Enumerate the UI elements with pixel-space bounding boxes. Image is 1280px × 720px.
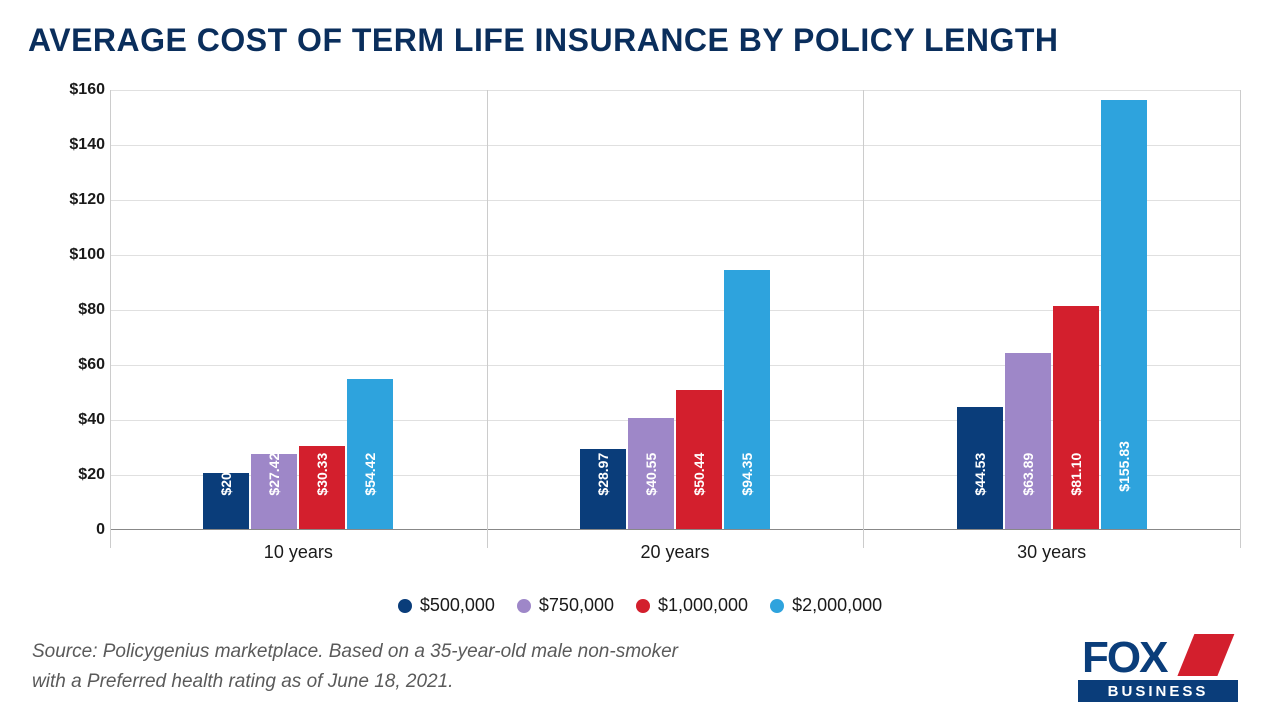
bar: $28.97: [580, 449, 626, 529]
chart-area: 0 $20 $40 $60 $80 $100 $120 $140 $160 10 years $20…: [50, 80, 1250, 570]
fox-business-logo: FOX BUSINESS: [1078, 630, 1248, 702]
bar-value-label: $155.83: [1116, 441, 1132, 492]
x-category-label: 30 years: [1017, 542, 1086, 563]
source-text: Source: Policygenius marketplace. Based …: [32, 637, 682, 696]
y-tick-label: $160: [50, 81, 105, 99]
bar-value-label: $40.55: [643, 453, 659, 496]
y-tick-label: $60: [50, 356, 105, 374]
bar: $81.10: [1053, 306, 1099, 529]
legend-item: $1,000,000: [636, 595, 748, 616]
bar: $20.19: [203, 473, 249, 529]
legend-swatch: [398, 599, 412, 613]
bar: $27.42: [251, 454, 297, 529]
legend-item: $2,000,000: [770, 595, 882, 616]
gridline: [110, 255, 1240, 256]
legend: $500,000 $750,000 $1,000,000 $2,000,000: [0, 595, 1280, 616]
y-tick-label: 0: [50, 521, 105, 539]
bar-value-label: $28.97: [595, 453, 611, 496]
y-tick-label: $100: [50, 246, 105, 264]
gridline: [110, 90, 1240, 91]
bar: $40.55: [628, 418, 674, 530]
bar-value-label: $20.19: [218, 453, 234, 496]
gridline: [110, 200, 1240, 201]
bar: $50.44: [676, 390, 722, 529]
bar: $63.89: [1005, 353, 1051, 529]
group-separator: [863, 90, 864, 548]
plot-region: 0$20$40$60$80$100$120$140$16010 years$20…: [110, 90, 1240, 530]
group-separator: [110, 90, 111, 548]
bar-value-label: $44.53: [972, 453, 988, 496]
bar: $94.35: [724, 270, 770, 529]
bar-value-label: $54.42: [362, 453, 378, 496]
y-tick-label: $20: [50, 466, 105, 484]
y-tick-label: $80: [50, 301, 105, 319]
y-tick-label: $40: [50, 411, 105, 429]
legend-swatch: [636, 599, 650, 613]
y-tick-label: $140: [50, 136, 105, 154]
bar-value-label: $50.44: [691, 453, 707, 496]
legend-swatch: [517, 599, 531, 613]
bar: $44.53: [957, 407, 1003, 529]
legend-label: $750,000: [539, 595, 614, 616]
bar: $30.33: [299, 446, 345, 529]
legend-label: $2,000,000: [792, 595, 882, 616]
svg-text:BUSINESS: BUSINESS: [1108, 683, 1209, 700]
x-category-label: 20 years: [640, 542, 709, 563]
bar: $54.42: [347, 379, 393, 529]
gridline: [110, 145, 1240, 146]
bar-value-label: $81.10: [1068, 453, 1084, 496]
legend-label: $500,000: [420, 595, 495, 616]
group-separator: [1240, 90, 1241, 548]
bar-value-label: $94.35: [739, 453, 755, 496]
svg-text:FOX: FOX: [1082, 633, 1168, 682]
legend-label: $1,000,000: [658, 595, 748, 616]
group-separator: [487, 90, 488, 548]
legend-swatch: [770, 599, 784, 613]
legend-item: $500,000: [398, 595, 495, 616]
chart-title: AVERAGE COST OF TERM LIFE INSURANCE BY P…: [28, 22, 1059, 59]
bar-value-label: $30.33: [314, 453, 330, 496]
bar-value-label: $27.42: [266, 453, 282, 496]
bar-value-label: $63.89: [1020, 453, 1036, 496]
bar: $155.83: [1101, 100, 1147, 529]
legend-item: $750,000: [517, 595, 614, 616]
y-tick-label: $120: [50, 191, 105, 209]
x-category-label: 10 years: [264, 542, 333, 563]
